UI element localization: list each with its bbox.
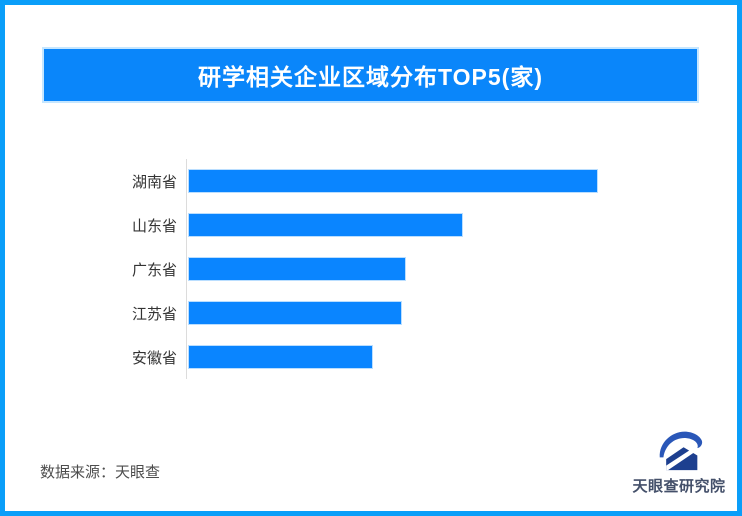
title-banner: 研学相关企业区域分布TOP5(家) — [44, 49, 697, 101]
data-source-text: 数据来源：天眼查 — [40, 464, 161, 481]
bar — [189, 214, 463, 236]
bar-label: 湖南省 — [131, 173, 177, 191]
bar-track — [186, 291, 662, 335]
bar — [189, 346, 373, 368]
bar-row: 江苏省 — [40, 291, 662, 335]
bar-track — [186, 335, 662, 379]
bar-track — [186, 203, 662, 247]
tianyancha-logo-text: 天眼查研究院 — [632, 478, 726, 495]
bar-label: 山东省 — [131, 217, 177, 235]
tianyancha-logo: 天眼查研究院 — [620, 428, 737, 496]
bar-label: 安徽省 — [131, 349, 177, 367]
bar-row: 安徽省 — [40, 335, 662, 379]
bar-label: 江苏省 — [131, 305, 177, 323]
bar-chart: 湖南省 山东省 广东省 江苏省 安徽省 — [40, 159, 662, 379]
bar-track — [186, 159, 662, 203]
bar — [189, 258, 406, 280]
bar-row: 山东省 — [40, 203, 662, 247]
bar-row: 湖南省 — [40, 159, 662, 203]
bar — [189, 170, 597, 192]
bar-track — [186, 247, 662, 291]
bar-label: 广东省 — [131, 261, 177, 279]
chart-title: 研学相关企业区域分布TOP5(家) — [198, 64, 543, 90]
tianyancha-eye-logo-icon — [653, 428, 705, 472]
bar — [189, 302, 402, 324]
bar-row: 广东省 — [40, 247, 662, 291]
